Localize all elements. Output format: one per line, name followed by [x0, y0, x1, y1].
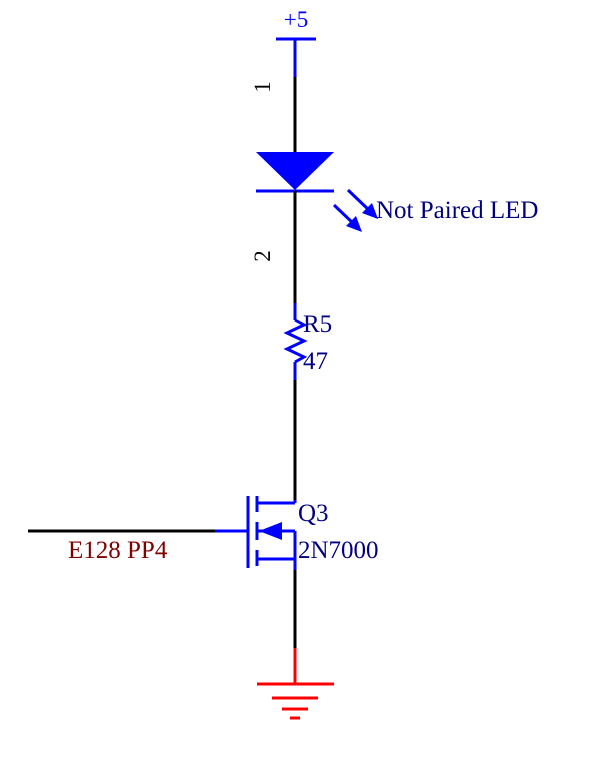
led-pin-1-label: 1: [250, 81, 275, 93]
mosfet-designator: Q3: [298, 500, 329, 527]
resistor-designator: R5: [303, 311, 332, 338]
led-pin-2-label: 2: [250, 250, 275, 262]
power-port-icon: [276, 37, 316, 77]
n-mosfet-icon: [215, 496, 297, 570]
mosfet-part: 2N7000: [298, 537, 379, 564]
led-diode-icon: [256, 152, 378, 232]
resistor-icon: [283, 303, 308, 380]
power-label: +5: [284, 7, 308, 32]
net-label: E128 PP4: [68, 537, 168, 564]
ground-icon: [257, 648, 334, 720]
resistor-value: 47: [303, 348, 328, 375]
led-label: Not Paired LED: [376, 197, 538, 224]
